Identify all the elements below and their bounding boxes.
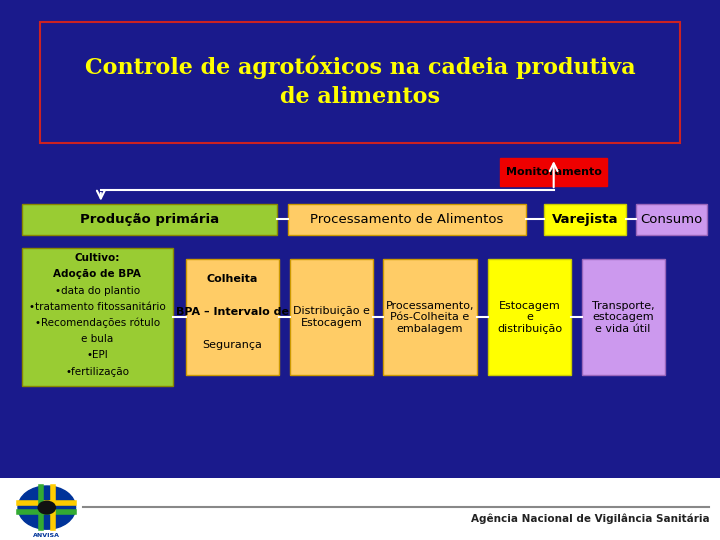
Text: Colheita: Colheita [207, 274, 258, 284]
FancyBboxPatch shape [488, 259, 571, 375]
FancyBboxPatch shape [290, 259, 373, 375]
FancyBboxPatch shape [636, 204, 707, 235]
Text: Consumo: Consumo [641, 213, 703, 226]
Text: Distribuição e
Estocagem: Distribuição e Estocagem [293, 306, 370, 328]
Text: •EPI: •EPI [86, 350, 108, 360]
Text: Monitoramento: Monitoramento [505, 167, 602, 177]
Text: Estocagem
e
distribuição: Estocagem e distribuição [497, 301, 562, 334]
FancyBboxPatch shape [186, 259, 279, 375]
FancyBboxPatch shape [40, 22, 680, 143]
Text: Segurança: Segurança [202, 340, 263, 350]
FancyBboxPatch shape [288, 204, 526, 235]
Text: ANVISA: ANVISA [33, 533, 60, 538]
Text: •data do plantio: •data do plantio [55, 286, 140, 295]
FancyBboxPatch shape [22, 248, 173, 386]
Text: Processamento de Alimentos: Processamento de Alimentos [310, 213, 503, 226]
Text: Controle de agrotóxicos na cadeia produtiva
de alimentos: Controle de agrotóxicos na cadeia produt… [85, 56, 635, 108]
Text: Transporte,
estocagem
e vida útil: Transporte, estocagem e vida útil [592, 301, 654, 334]
Bar [0, 478, 720, 540]
Text: •Recomendações rótulo: •Recomendações rótulo [35, 318, 160, 328]
Text: Cultivo:: Cultivo: [74, 253, 120, 263]
Text: BPA – Intervalo de: BPA – Intervalo de [176, 307, 289, 318]
FancyBboxPatch shape [22, 204, 277, 235]
FancyBboxPatch shape [544, 204, 626, 235]
Text: Processamento,
Pós-Colheita e
embalagem: Processamento, Pós-Colheita e embalagem [386, 301, 474, 334]
FancyBboxPatch shape [582, 259, 665, 375]
Circle shape [18, 486, 76, 529]
Text: Varejista: Varejista [552, 213, 618, 226]
Circle shape [37, 501, 56, 515]
FancyBboxPatch shape [383, 259, 477, 375]
Text: •tratamento fitossanitário: •tratamento fitossanitário [29, 302, 166, 312]
Text: Produção primária: Produção primária [80, 213, 219, 226]
Text: •fertilização: •fertilização [66, 367, 129, 376]
Text: e bula: e bula [81, 334, 113, 344]
FancyBboxPatch shape [500, 158, 607, 186]
Text: Agência Nacional de Vigilância Sanitária: Agência Nacional de Vigilância Sanitária [471, 513, 709, 524]
Text: Adoção de BPA: Adoção de BPA [53, 269, 141, 279]
